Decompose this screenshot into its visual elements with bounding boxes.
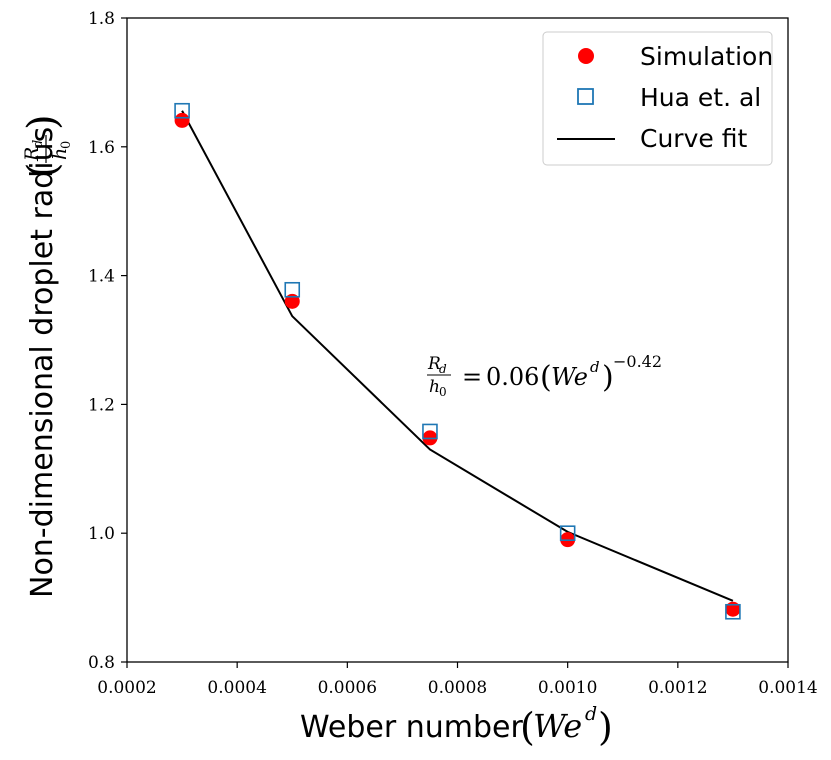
svg-text:d: d xyxy=(585,703,597,725)
svg-text:d: d xyxy=(31,140,46,148)
svg-text:(: ( xyxy=(20,162,66,178)
series-hua-point xyxy=(725,603,741,620)
svg-text:We: We xyxy=(551,363,588,391)
svg-text:We: We xyxy=(533,707,582,745)
series-simulation-point xyxy=(174,112,190,128)
y-tick-label: 1.6 xyxy=(88,138,115,158)
series-hua-point xyxy=(559,525,576,542)
x-tick-label: 0.0006 xyxy=(318,678,377,698)
series-simulation-point xyxy=(284,293,300,309)
svg-text:0: 0 xyxy=(59,141,74,149)
svg-text:): ) xyxy=(20,114,66,130)
svg-text:h: h xyxy=(49,148,71,160)
y-axis-label: Non-dimensional droplet radius ( R d h 0… xyxy=(20,114,74,598)
svg-text:): ) xyxy=(602,360,614,395)
svg-text:=: = xyxy=(462,363,482,391)
y-tick-label: 1.4 xyxy=(88,267,115,287)
x-tick-label: 0.0004 xyxy=(207,678,266,698)
legend-label-hua: Hua et. al xyxy=(640,83,761,112)
legend-label-simulation: Simulation xyxy=(640,42,773,71)
legend-box xyxy=(542,31,773,166)
x-tick-label: 0.0012 xyxy=(648,678,707,698)
x-tick-label: 0.0008 xyxy=(428,678,487,698)
svg-text:(: ( xyxy=(520,705,535,749)
x-axis-label-text: Weber number xyxy=(300,710,523,745)
x-tick-label: 0.0010 xyxy=(538,678,597,698)
series-hua-point xyxy=(284,281,301,298)
legend-label-curve-fit: Curve fit xyxy=(640,124,747,153)
y-tick-label: 1.8 xyxy=(88,9,115,29)
svg-text:d: d xyxy=(590,358,600,376)
series-curve-fit-line xyxy=(181,110,734,602)
legend: Simulation Hua et. al Curve fit xyxy=(542,31,773,166)
svg-text:h: h xyxy=(429,377,440,397)
x-axis-ticks: 0.0002 0.0004 0.0006 0.0008 0.0010 0.0012 0.00… xyxy=(97,662,818,698)
series-simulation-point xyxy=(725,601,741,617)
x-tick-label: 0.0014 xyxy=(758,678,817,698)
equation-exponent: −0.42 xyxy=(613,352,662,371)
curve-fit-equation: R d h 0 = 0.06 ( We d ) −0.42 xyxy=(427,352,662,399)
legend-marker-simulation xyxy=(578,48,594,64)
y-tick-label: 0.8 xyxy=(88,653,115,673)
y-axis-ticks: 0.8 1.0 1.2 1.4 1.6 1.8 xyxy=(88,9,127,673)
legend-marker-hua xyxy=(577,88,594,105)
series-hua-point xyxy=(422,423,438,440)
chart-marks xyxy=(174,102,741,620)
series-hua-point xyxy=(174,102,190,119)
svg-text:0: 0 xyxy=(439,385,447,399)
y-axis-label-text: Non-dimensional droplet radius xyxy=(25,127,60,598)
svg-text:R: R xyxy=(427,354,441,374)
svg-text:R: R xyxy=(21,147,43,162)
y-tick-label: 1.0 xyxy=(88,524,115,544)
equation-coefficient: 0.06 xyxy=(486,363,539,391)
svg-text:): ) xyxy=(598,705,613,749)
y-tick-label: 1.2 xyxy=(88,395,115,415)
x-axis-label: Weber number ( We d ) xyxy=(300,703,613,749)
svg-text:(: ( xyxy=(540,360,552,395)
x-tick-label: 0.0002 xyxy=(97,678,156,698)
svg-text:d: d xyxy=(439,362,447,376)
